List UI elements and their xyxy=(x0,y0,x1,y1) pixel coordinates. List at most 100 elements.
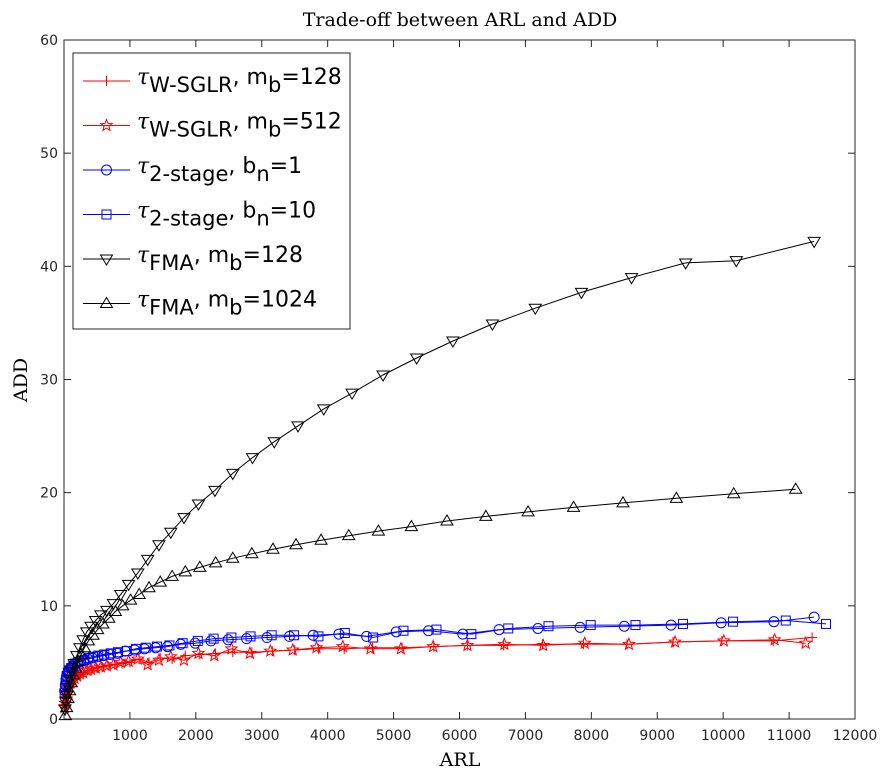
data-point xyxy=(165,569,179,581)
data-point xyxy=(798,635,813,650)
data-point xyxy=(151,641,162,652)
data-point xyxy=(728,616,739,627)
data-point xyxy=(630,620,641,631)
data-point xyxy=(208,555,223,568)
y-tick-label: 0 xyxy=(49,712,58,728)
data-point xyxy=(62,683,77,696)
data-point xyxy=(121,653,136,668)
data-point xyxy=(497,636,512,651)
data-point xyxy=(780,615,791,626)
data-point xyxy=(151,652,166,667)
x-tick-label: 4000 xyxy=(310,728,346,744)
data-point xyxy=(361,630,373,642)
data-point xyxy=(521,504,535,517)
legend-label: τFMA, mb=1024 xyxy=(137,288,317,320)
legend-label: τFMA, mb=128 xyxy=(137,243,303,275)
data-point xyxy=(153,575,168,587)
data-point xyxy=(161,641,173,653)
data-point xyxy=(313,631,324,642)
data-point xyxy=(84,661,99,676)
data-point xyxy=(371,524,386,536)
data-point xyxy=(163,649,178,663)
data-point xyxy=(101,76,112,86)
data-point xyxy=(423,625,435,637)
x-tick-label: 8000 xyxy=(574,728,610,744)
data-point xyxy=(189,637,201,649)
data-point xyxy=(177,513,191,525)
data-point xyxy=(113,590,128,602)
data-point xyxy=(390,626,402,638)
data-point xyxy=(226,632,237,643)
data-point xyxy=(263,643,278,658)
x-tick-label: 9000 xyxy=(639,728,675,744)
data-point xyxy=(574,621,586,633)
data-point xyxy=(368,632,379,643)
legend-label: τ2-stage, bn=1 xyxy=(137,154,302,186)
y-tick-label: 50 xyxy=(40,146,58,162)
data-point xyxy=(532,622,544,634)
data-point xyxy=(81,633,96,646)
data-point xyxy=(585,620,596,631)
data-point xyxy=(205,635,217,647)
data-point xyxy=(176,652,191,667)
data-point xyxy=(163,527,178,540)
data-point xyxy=(88,651,99,662)
data-point xyxy=(72,643,87,655)
data-point xyxy=(316,404,331,416)
data-point xyxy=(307,629,319,641)
data-point xyxy=(178,564,193,577)
data-point xyxy=(291,421,305,433)
data-point xyxy=(341,528,356,541)
data-point xyxy=(99,296,114,308)
data-point xyxy=(335,639,350,653)
data-point xyxy=(115,598,130,611)
data-point xyxy=(101,164,112,176)
data-point xyxy=(84,621,98,634)
data-point xyxy=(99,605,114,618)
data-point xyxy=(140,554,155,567)
legend: τW-SGLR, mb=128 τW-SGLR, mb=512 τ2-stage, … xyxy=(72,52,351,330)
data-point xyxy=(74,647,89,659)
data-point xyxy=(460,638,475,652)
data-point xyxy=(665,619,677,631)
y-tick-label: 40 xyxy=(40,259,58,275)
data-point xyxy=(431,624,442,635)
data-point xyxy=(768,616,780,628)
x-axis-label: ARL xyxy=(439,749,481,771)
data-point xyxy=(339,627,350,638)
data-point xyxy=(106,599,121,611)
data-point xyxy=(222,634,234,646)
data-point xyxy=(93,659,108,673)
data-point xyxy=(192,560,207,572)
data-point xyxy=(677,618,688,629)
data-point xyxy=(99,649,110,660)
x-tick-label: 10000 xyxy=(701,728,746,744)
data-point xyxy=(440,513,454,526)
data-point xyxy=(266,630,277,641)
data-point xyxy=(767,632,782,646)
data-point xyxy=(446,336,460,348)
data-point xyxy=(68,661,83,673)
data-point xyxy=(94,610,108,622)
data-point xyxy=(164,640,175,651)
x-tick-label: 7000 xyxy=(508,728,544,744)
x-tick-label: 3000 xyxy=(244,728,280,744)
data-point xyxy=(409,353,424,365)
data-point xyxy=(543,621,554,632)
y-axis-label: ADD xyxy=(10,358,32,403)
data-point xyxy=(485,319,500,332)
data-point xyxy=(669,491,684,503)
data-point xyxy=(807,236,822,249)
data-point xyxy=(726,486,741,499)
legend-label: τW-SGLR, mb=512 xyxy=(137,110,342,142)
data-point xyxy=(788,482,803,494)
data-point xyxy=(621,636,636,651)
data-point xyxy=(108,604,123,616)
data-point xyxy=(668,634,683,649)
y-tick-label: 20 xyxy=(40,486,58,502)
data-point xyxy=(393,641,408,655)
data-point xyxy=(807,632,818,643)
data-point xyxy=(339,643,350,654)
data-point xyxy=(191,499,206,511)
x-axis: 1000 2000 3000 4000 5000 6000 7000 8000 9000 1000… xyxy=(112,40,877,744)
